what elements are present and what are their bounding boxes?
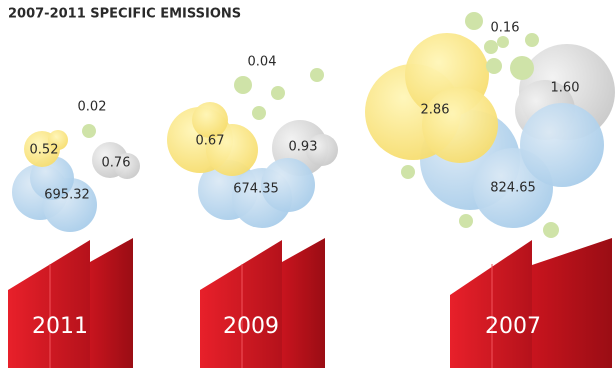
green-label: 0.04 bbox=[248, 55, 277, 70]
blue-label: 674.35 bbox=[233, 182, 279, 197]
gray-cloud bbox=[306, 134, 338, 166]
green-bubble bbox=[82, 124, 96, 138]
green-bubble bbox=[401, 165, 415, 179]
yellow-label: 0.52 bbox=[30, 143, 59, 158]
blue-label: 824.65 bbox=[490, 181, 536, 196]
green-label: 0.02 bbox=[78, 100, 107, 115]
green-bubble bbox=[497, 36, 509, 48]
green-bubble bbox=[459, 214, 473, 228]
green-bubble bbox=[484, 40, 498, 54]
blue-cloud bbox=[520, 103, 604, 187]
gray-label: 1.60 bbox=[551, 81, 580, 96]
green-bubble bbox=[465, 12, 483, 30]
green-bubble bbox=[271, 86, 285, 100]
green-bubble bbox=[543, 222, 559, 238]
yellow-cloud bbox=[192, 102, 228, 138]
gray-label: 0.76 bbox=[102, 156, 131, 171]
year-label: 2009 bbox=[223, 314, 279, 339]
green-label: 0.16 bbox=[491, 21, 520, 36]
year-label: 2007 bbox=[485, 314, 541, 339]
chimney bbox=[450, 240, 532, 368]
chimney bbox=[532, 238, 612, 368]
chimney bbox=[90, 238, 133, 368]
blue-label: 695.32 bbox=[44, 188, 90, 203]
yellow-cloud bbox=[48, 130, 68, 150]
gray-cloud bbox=[114, 153, 140, 179]
yellow-label: 0.67 bbox=[196, 134, 225, 149]
chimney bbox=[8, 240, 90, 368]
green-bubble bbox=[310, 68, 324, 82]
yellow-cloud bbox=[206, 124, 258, 176]
yellow-label: 2.86 bbox=[421, 103, 450, 118]
blue-cloud bbox=[30, 156, 74, 200]
chimney bbox=[282, 238, 325, 368]
gray-label: 0.93 bbox=[289, 140, 318, 155]
green-bubble bbox=[234, 76, 252, 94]
green-bubble bbox=[252, 106, 266, 120]
green-bubble bbox=[486, 58, 502, 74]
green-bubble bbox=[510, 56, 534, 80]
yellow-cloud bbox=[422, 87, 498, 163]
title: 2007-2011 SPECIFIC EMISSIONS bbox=[8, 7, 241, 22]
year-label: 2011 bbox=[32, 314, 88, 339]
blue-cloud bbox=[261, 158, 315, 212]
green-bubble bbox=[525, 33, 539, 47]
chimney bbox=[200, 240, 282, 368]
